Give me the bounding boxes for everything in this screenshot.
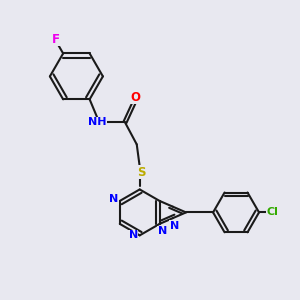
Text: N: N bbox=[169, 220, 179, 230]
Text: N: N bbox=[109, 194, 118, 204]
Text: F: F bbox=[52, 33, 60, 46]
Text: O: O bbox=[130, 91, 140, 104]
Text: NH: NH bbox=[88, 117, 106, 127]
Text: N: N bbox=[158, 226, 167, 236]
Text: N: N bbox=[129, 230, 138, 240]
Text: Cl: Cl bbox=[267, 207, 279, 218]
Text: S: S bbox=[137, 166, 146, 179]
